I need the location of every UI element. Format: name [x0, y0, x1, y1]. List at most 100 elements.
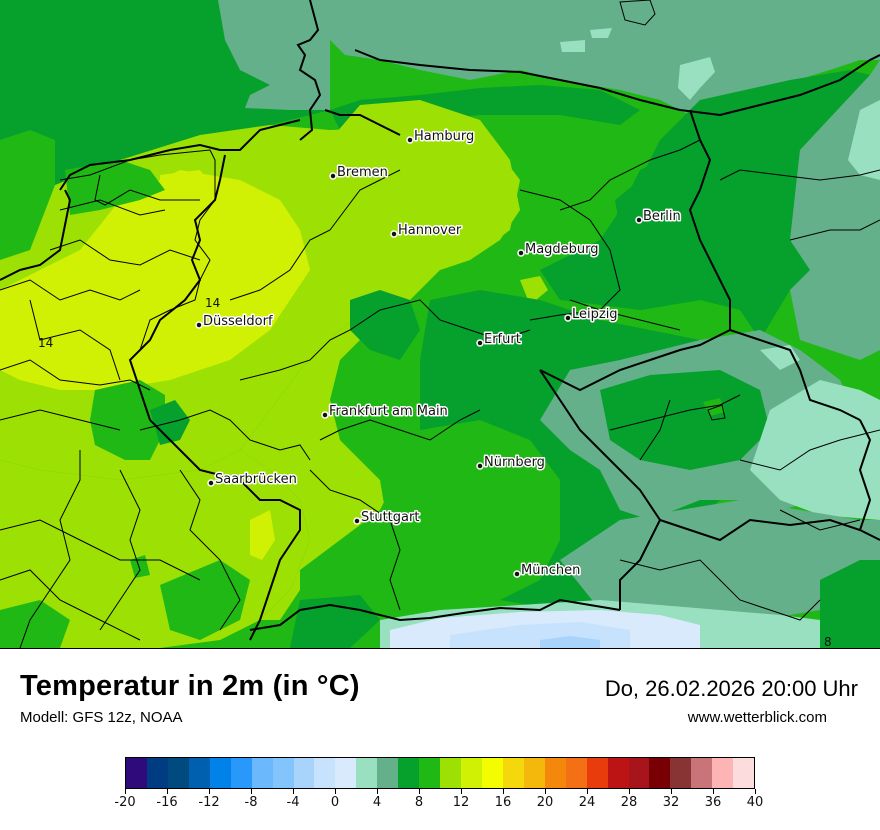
map-canvas: 14 14 8 Hamburg Bremen Berlin Hannover: [0, 0, 880, 648]
legend-swatch: [356, 758, 378, 788]
city-frankfurt[interactable]: Frankfurt am Main: [321, 403, 449, 421]
legend-tick-label: -4: [286, 795, 300, 810]
legend-tick-label: -16: [156, 795, 178, 810]
legend-swatch: [251, 758, 273, 788]
legend-tick: [755, 789, 756, 794]
city-label: Nürnberg: [484, 455, 545, 470]
legend-tick: [377, 789, 378, 794]
legend-tick: [167, 789, 168, 794]
legend-swatch: [167, 758, 189, 788]
city-markers: Hamburg Bremen Berlin Hannover Magdeburg…: [195, 128, 682, 580]
legend-swatch: [586, 758, 608, 788]
legend-swatch: [544, 758, 566, 788]
city-duesseldorf[interactable]: Düsseldorf: [195, 313, 274, 331]
legend-tick: [251, 789, 252, 794]
city-leipzig[interactable]: Leipzig: [564, 306, 619, 324]
legend-swatch: [502, 758, 524, 788]
legend-swatch: [523, 758, 545, 788]
city-stuttgart[interactable]: Stuttgart: [353, 509, 421, 527]
legend-tick: [209, 789, 210, 794]
legend-tick-label: 4: [372, 795, 382, 810]
legend-tick: [461, 789, 462, 794]
legend-swatch: [272, 758, 294, 788]
region-borders: [0, 139, 880, 648]
city-label: Hannover: [398, 223, 462, 238]
legend-swatch: [461, 758, 482, 788]
city-berlin[interactable]: Berlin: [635, 208, 682, 226]
legend-swatch: [419, 758, 441, 788]
map-title: Temperatur in 2m (in °C): [20, 670, 360, 702]
city-nuernberg[interactable]: Nürnberg: [476, 454, 546, 472]
contour-labels: 14 14 8: [38, 296, 832, 648]
legend-tick: [419, 789, 420, 794]
legend-swatch: [209, 758, 231, 788]
contour-label: 14: [38, 336, 53, 350]
legend-tick-label: 16: [494, 795, 512, 810]
legend-swatch: [733, 758, 755, 788]
forecast-datetime: Do, 26.02.2026 20:00 Uhr: [604, 676, 858, 701]
city-label: Magdeburg: [525, 242, 599, 257]
legend-tick: [545, 789, 546, 794]
legend-swatch: [691, 758, 713, 788]
legend-tick-label: 20: [536, 795, 554, 810]
city-bremen[interactable]: Bremen: [329, 164, 389, 182]
legend-swatch: [481, 758, 503, 788]
city-erfurt[interactable]: Erfurt: [476, 331, 522, 349]
model-info: Modell: GFS 12z, NOAA: [20, 709, 183, 726]
color-scale-legend: [125, 757, 755, 789]
legend-tick: [629, 789, 630, 794]
legend-tick-label: 28: [620, 795, 638, 810]
legend-swatch: [607, 758, 629, 788]
legend-tick: [335, 789, 336, 794]
legend-swatch: [649, 758, 671, 788]
city-saarbruecken[interactable]: Saarbrücken: [207, 471, 298, 489]
legend-swatch: [398, 758, 420, 788]
website-link[interactable]: www.wetterblick.com: [687, 709, 827, 726]
city-label: Erfurt: [484, 332, 521, 347]
legend-swatch: [440, 758, 461, 788]
legend-tick-label: 36: [704, 795, 722, 810]
city-magdeburg[interactable]: Magdeburg: [517, 241, 600, 259]
temperature-map: 14 14 8 Hamburg Bremen Berlin Hannover: [0, 0, 880, 649]
city-label: Berlin: [643, 209, 681, 224]
legend-swatch: [565, 758, 587, 788]
legend-tick-label: 40: [746, 795, 764, 810]
city-label: München: [521, 563, 580, 578]
city-label: Frankfurt am Main: [329, 404, 448, 419]
legend-tick-label: 32: [662, 795, 680, 810]
legend-swatch: [712, 758, 734, 788]
legend-ticks: -20 -16 -12 -8 -4 0 4 8 12 16 20 24 28 32 36 40: [114, 789, 763, 819]
city-muenchen[interactable]: München: [513, 562, 582, 580]
legend-swatch: [628, 758, 650, 788]
legend-swatch: [126, 758, 147, 788]
legend-tick: [503, 789, 504, 794]
legend-tick: [293, 789, 294, 794]
legend-tick-label: 12: [452, 795, 470, 810]
city-label: Hamburg: [414, 129, 474, 144]
legend-tick: [713, 789, 714, 794]
legend-swatch: [188, 758, 210, 788]
legend-swatch: [293, 758, 315, 788]
city-hamburg[interactable]: Hamburg: [406, 128, 476, 146]
legend-tick: [587, 789, 588, 794]
legend-tick-label: 24: [578, 795, 596, 810]
city-label: Stuttgart: [361, 510, 419, 525]
legend-swatch: [314, 758, 336, 788]
city-label: Bremen: [337, 165, 388, 180]
city-label: Saarbrücken: [215, 472, 297, 487]
legend-swatch: [377, 758, 399, 788]
city-hannover[interactable]: Hannover: [390, 222, 463, 240]
contour-label: 8: [824, 635, 832, 648]
legend-tick-label: 0: [330, 795, 340, 810]
legend-swatch: [230, 758, 252, 788]
city-label: Leipzig: [572, 307, 618, 322]
legend-swatch: [146, 758, 168, 788]
legend-tick-label: -12: [198, 795, 220, 810]
legend-tick-label: -20: [114, 795, 136, 810]
legend-tick-label: 8: [414, 795, 424, 810]
legend-tick: [125, 789, 126, 794]
legend-swatch: [670, 758, 692, 788]
legend-tick: [671, 789, 672, 794]
legend-swatch: [335, 758, 357, 788]
country-borders: [0, 0, 880, 641]
